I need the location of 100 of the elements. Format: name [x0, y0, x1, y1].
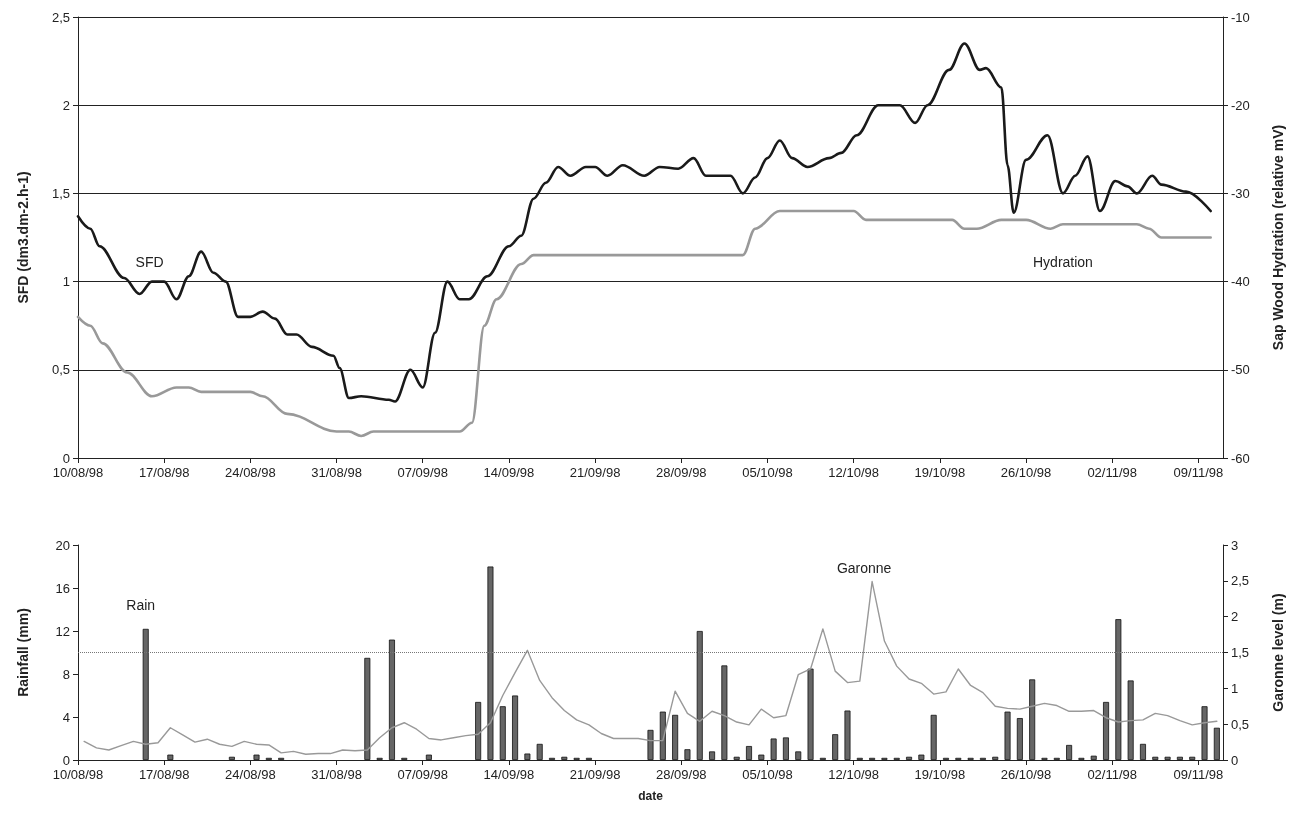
series-label: SFD: [135, 253, 164, 270]
bar: [807, 668, 814, 760]
series-label: Rain: [126, 596, 156, 613]
y2-tick-label: 0,5: [1231, 716, 1250, 732]
y-tick-label: 16: [55, 580, 70, 596]
x-tick-label: 28/09/98: [655, 767, 707, 782]
bar: [499, 706, 506, 760]
x-tick-label: 26/10/98: [1000, 465, 1052, 480]
x-tick-label: 05/10/98: [742, 465, 793, 480]
bar: [832, 734, 839, 760]
y2-tick-label: -10: [1231, 9, 1250, 25]
y-tick-label: 2: [62, 97, 70, 113]
bar: [228, 756, 235, 760]
x-axis-title: date: [638, 789, 664, 803]
bar: [1103, 701, 1110, 760]
bar: [992, 756, 999, 760]
bar: [475, 701, 482, 760]
x-tick-label: 21/09/98: [569, 465, 621, 480]
bar: [142, 628, 149, 760]
bar: [1213, 727, 1220, 760]
bar: [1066, 744, 1073, 760]
x-tick-label: 19/10/98: [914, 767, 966, 782]
bar: [364, 657, 371, 760]
x-tick-label: 07/09/98: [397, 767, 449, 782]
y2-tick-label: -50: [1231, 362, 1250, 378]
bar: [1090, 755, 1097, 760]
x-tick-label: 19/10/98: [914, 465, 966, 480]
y2-tick-label: -40: [1231, 274, 1250, 290]
x-tick-label: 09/11/98: [1173, 465, 1224, 480]
y-tick-label: 0: [62, 752, 70, 768]
x-tick-label: 21/09/98: [569, 767, 621, 782]
bar: [1016, 718, 1023, 760]
y2-tick-label: 1: [1231, 680, 1239, 696]
y2-tick-label: 2: [1231, 609, 1239, 625]
bar: [930, 714, 937, 760]
y2-tick-label: 1,5: [1231, 645, 1250, 660]
x-tick-label: 09/11/98: [1173, 767, 1224, 782]
y2-tick-label: 2,5: [1231, 573, 1250, 589]
bar: [167, 754, 174, 760]
y-tick-label: 1,5: [51, 185, 70, 201]
bar: [425, 754, 432, 760]
x-tick-label: 14/09/98: [483, 465, 535, 480]
bar: [1176, 756, 1183, 760]
bar: [1152, 756, 1159, 760]
bar: [795, 751, 802, 760]
bar: [709, 751, 716, 760]
y2-tick-label: -30: [1231, 185, 1250, 201]
bar: [487, 566, 494, 760]
x-tick-label: 10/08/98: [52, 767, 104, 782]
y2-tick-label: 0: [1231, 752, 1239, 768]
x-tick-label: 28/09/98: [655, 465, 707, 480]
y2-tick-label: -20: [1231, 97, 1250, 113]
y-axis-title: SFD (dm3.dm-2.h-1): [15, 171, 31, 304]
bar: [918, 754, 925, 760]
x-tick-label: 12/10/98: [828, 767, 879, 782]
bar: [388, 639, 395, 760]
bar: [524, 753, 531, 760]
bar: [672, 714, 679, 760]
bar: [1164, 756, 1171, 760]
x-tick-label: 07/09/98: [397, 465, 449, 480]
y-tick-label: 2,5: [51, 9, 70, 25]
x-tick-label: 17/08/98: [138, 767, 190, 782]
x-tick-label: 31/08/98: [311, 767, 362, 782]
bar: [1189, 756, 1196, 760]
y-axis-title: Rainfall (mm): [15, 608, 31, 697]
text: Hydration: [1032, 254, 1093, 271]
bar: [1004, 711, 1011, 760]
bar: [745, 746, 752, 760]
bar: [536, 743, 543, 760]
y-tick-label: 1: [62, 274, 70, 290]
bar: [721, 665, 728, 760]
bar: [733, 756, 740, 760]
line-series: [76, 209, 1212, 438]
y-tick-label: 20: [55, 537, 70, 553]
bar: [647, 729, 654, 760]
bar: [696, 631, 703, 760]
bar: [1029, 679, 1036, 760]
x-tick-label: 24/08/98: [225, 465, 276, 480]
y2-tick-label: -60: [1231, 450, 1250, 466]
y-tick-label: 0,5: [51, 362, 70, 378]
x-tick-label: 26/10/98: [1000, 767, 1052, 782]
x-tick-label: 24/08/98: [225, 767, 276, 782]
bar: [906, 756, 913, 760]
y2-axis-title: Sap Wood Hydration (relative mV): [1270, 124, 1286, 351]
x-tick-label: 14/09/98: [483, 767, 535, 782]
series-label: Garonne: [836, 559, 892, 576]
bar: [758, 754, 765, 760]
line-series: [83, 580, 1218, 755]
bar: [561, 756, 568, 760]
x-tick-label: 31/08/98: [311, 465, 362, 480]
bar: [512, 695, 519, 760]
bar: [659, 711, 666, 760]
bar: [1127, 680, 1134, 760]
bar: [782, 737, 789, 760]
bar: [770, 738, 777, 760]
y-tick-label: 0: [62, 450, 70, 466]
x-tick-label: 17/08/98: [138, 465, 190, 480]
x-tick-label: 02/11/98: [1087, 767, 1138, 782]
bar: [684, 749, 691, 760]
x-tick-label: 02/11/98: [1087, 465, 1138, 480]
